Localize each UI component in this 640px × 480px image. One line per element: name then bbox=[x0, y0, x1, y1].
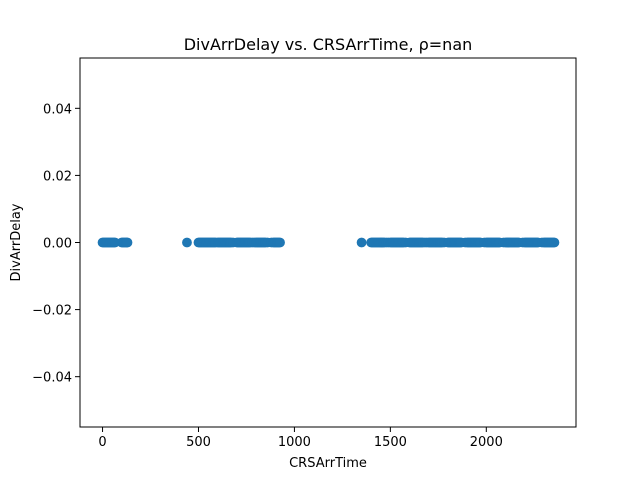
y-tick-label: −0.02 bbox=[32, 304, 72, 319]
plot-frame bbox=[79, 57, 577, 428]
chart-title: DivArrDelay vs. CRSArrTime, ρ=nan bbox=[184, 35, 473, 54]
x-tick-label: 0 bbox=[98, 435, 106, 450]
y-tick-label: 0.00 bbox=[43, 237, 72, 252]
y-tick-label: 0.04 bbox=[43, 102, 72, 117]
x-tick-label: 2000 bbox=[470, 435, 503, 450]
data-point bbox=[549, 237, 560, 248]
x-tick-label: 1000 bbox=[278, 435, 311, 450]
data-point bbox=[122, 237, 133, 248]
x-tick-label: 500 bbox=[186, 435, 211, 450]
data-point bbox=[182, 237, 192, 248]
data-points bbox=[97, 237, 560, 248]
data-point bbox=[110, 237, 120, 248]
y-axis-ticks: −0.04 −0.02 0.00 0.02 0.04 bbox=[32, 102, 80, 386]
data-point bbox=[275, 237, 285, 248]
y-tick-label: −0.04 bbox=[32, 371, 72, 386]
y-axis-label: DivArrDelay bbox=[9, 203, 24, 281]
x-tick-label: 1500 bbox=[374, 435, 407, 450]
y-tick-label: 0.02 bbox=[43, 169, 72, 184]
data-point bbox=[356, 237, 367, 248]
x-axis-ticks: 0 500 1000 1500 2000 bbox=[98, 427, 503, 450]
x-axis-label: CRSArrTime bbox=[289, 456, 367, 471]
